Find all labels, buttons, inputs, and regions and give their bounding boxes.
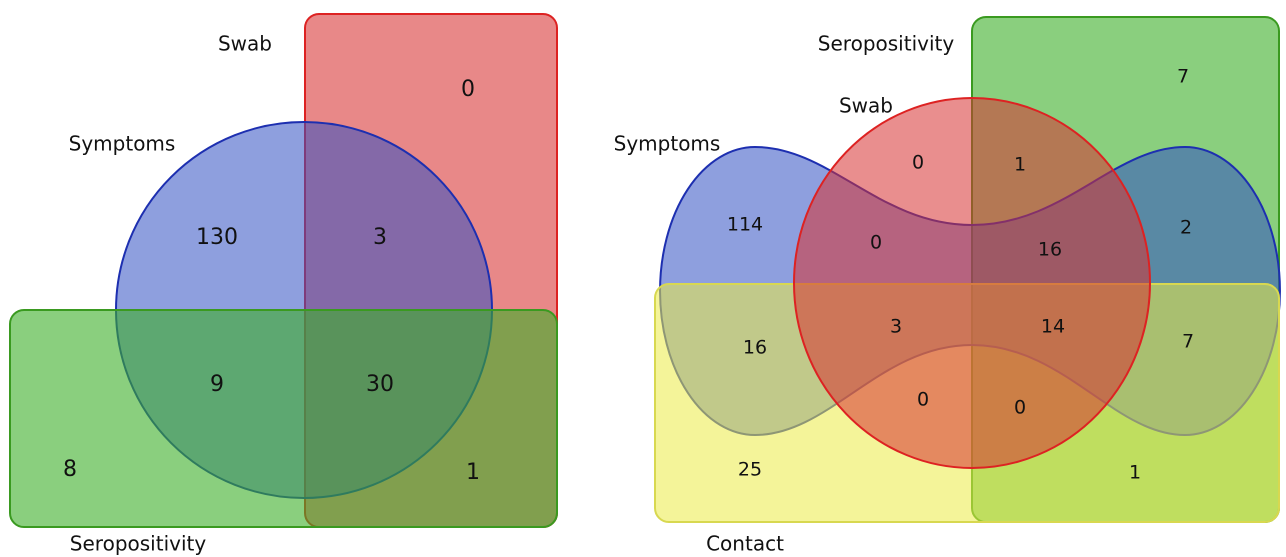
set-label: Contact — [706, 532, 784, 556]
region-count: 1 — [466, 460, 480, 485]
region-count: 1 — [1129, 462, 1141, 484]
region-count: 0 — [917, 389, 929, 411]
set-label: Symptoms — [69, 132, 176, 156]
set-label: Swab — [218, 32, 272, 56]
region-count: 0 — [1014, 397, 1026, 419]
region-count: 130 — [196, 225, 238, 250]
region-count: 2 — [1180, 217, 1192, 239]
region-count: 16 — [1038, 239, 1062, 261]
swab-set — [793, 97, 1151, 469]
set-label: Seropositivity — [818, 32, 955, 56]
region-count: 3 — [373, 225, 387, 250]
region-count: 0 — [461, 77, 475, 102]
seropositivity-set — [9, 309, 558, 528]
region-count: 1 — [1014, 154, 1026, 176]
region-count: 9 — [210, 372, 224, 397]
region-count: 0 — [870, 232, 882, 254]
set-label: Symptoms — [614, 132, 721, 156]
set-label: Seropositivity — [70, 532, 207, 556]
region-count: 25 — [738, 459, 762, 481]
region-count: 3 — [890, 316, 902, 338]
region-count: 8 — [63, 457, 77, 482]
region-count: 7 — [1177, 66, 1189, 88]
region-count: 7 — [1182, 331, 1194, 353]
right-venn: Seropositivity Swab Symptoms Contact 7 0… — [614, 16, 1281, 556]
region-count: 16 — [743, 337, 767, 359]
region-count: 0 — [912, 152, 924, 174]
region-count: 14 — [1041, 316, 1065, 338]
set-label: Swab — [839, 94, 893, 118]
region-count: 114 — [727, 214, 763, 236]
left-venn: Swab Symptoms Seropositivity 0 130 3 9 3… — [9, 13, 558, 556]
region-count: 30 — [366, 372, 394, 397]
